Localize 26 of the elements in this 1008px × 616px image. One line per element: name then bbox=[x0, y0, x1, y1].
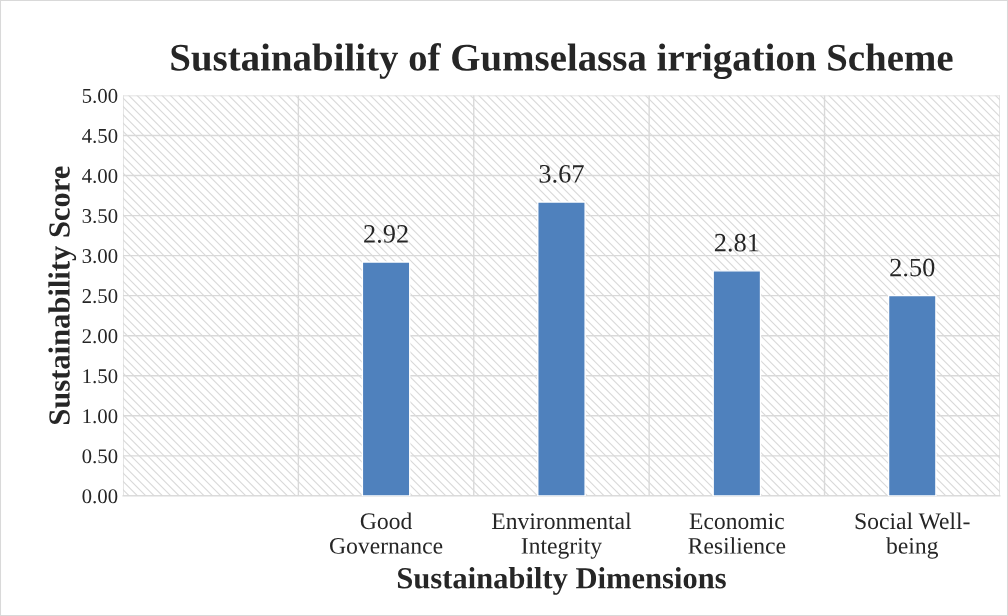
y-tick-label: 2.50 bbox=[82, 289, 118, 304]
y-tick-label: 3.50 bbox=[82, 208, 118, 224]
data-label: 2.81 bbox=[714, 233, 759, 252]
data-label: 2.50 bbox=[890, 258, 935, 277]
bar bbox=[887, 294, 937, 496]
y-tick-label: 5.00 bbox=[82, 88, 118, 103]
y-tick-label: 4.00 bbox=[82, 168, 118, 184]
x-tick-label: Good Governance bbox=[330, 512, 443, 554]
data-label: 3.67 bbox=[539, 165, 584, 183]
bar bbox=[361, 261, 411, 496]
y-tick-label: 3.00 bbox=[82, 249, 118, 264]
data-label: 2.92 bbox=[364, 225, 408, 243]
y-axis-title: Sustainability Score bbox=[48, 166, 77, 425]
chart-title: Sustainability of Gumselassa irrigation Scheme bbox=[171, 43, 953, 80]
y-tick-label: 4.50 bbox=[82, 128, 118, 144]
y-tick-label: 2.00 bbox=[82, 329, 118, 344]
bar bbox=[712, 270, 762, 496]
x-tick-label: Economic Resilience bbox=[688, 513, 786, 554]
y-tick-label: 1.50 bbox=[83, 369, 118, 384]
x-axis-title: Sustainabilty Dimensions bbox=[397, 567, 726, 595]
y-tick-label: 0.50 bbox=[82, 449, 118, 464]
x-tick-label: Social Well-being bbox=[855, 512, 970, 559]
x-tick-label: Environmental Integrity bbox=[491, 512, 632, 559]
y-tick-label: 0.00 bbox=[82, 489, 118, 504]
bar bbox=[537, 201, 586, 496]
y-tick-label: 1.00 bbox=[83, 409, 118, 424]
